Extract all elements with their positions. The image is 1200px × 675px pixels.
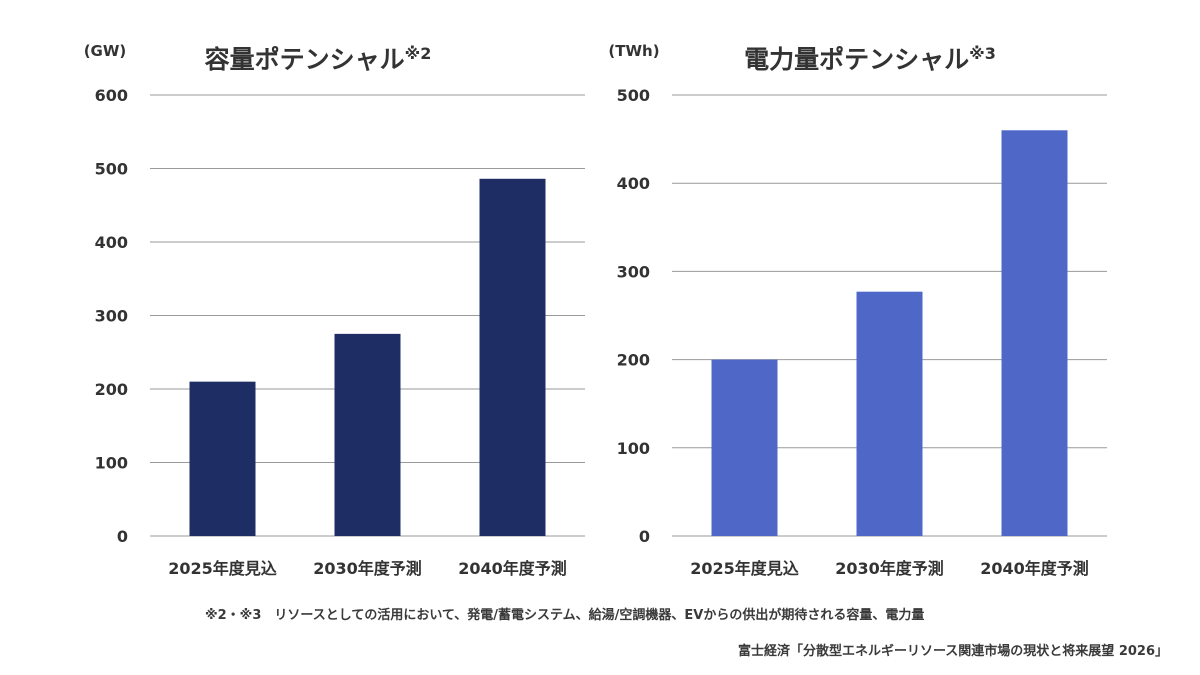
energy-title-note: ※3 — [969, 44, 996, 63]
capacity-title-note: ※2 — [405, 44, 432, 63]
energy-y-tick-label: 100 — [617, 439, 650, 458]
energy-title-main: 電力量ポテンシャル — [744, 45, 969, 74]
capacity-bar — [479, 178, 546, 537]
capacity-y-tick-label: 100 — [95, 454, 128, 473]
footnote-text: ※2・※3 リソースとしての活用において、発電/蓄電システム、給湯/空調機器、E… — [205, 608, 925, 623]
energy-bar — [711, 359, 778, 536]
energy-y-tick-label: 500 — [617, 86, 650, 105]
energy-y-tick-label: 200 — [617, 351, 650, 370]
energy-y-tick-label: 400 — [617, 174, 650, 193]
capacity-y-tick-label: 400 — [95, 233, 128, 252]
energy-bar — [856, 291, 923, 536]
capacity-y-tick-label: 500 — [95, 160, 128, 179]
capacity-unit-label: (GW) — [84, 42, 127, 60]
source-citation: 富士経済「分散型エネルギーリソース関連市場の現状と将来展望 2026」 — [737, 644, 1168, 659]
capacity-y-tick-label: 0 — [117, 527, 128, 546]
energy-bars — [711, 130, 1068, 536]
capacity-chart-title: 容量ポテンシャル※2 — [205, 44, 432, 74]
capacity-x-label: 2030年度予測 — [313, 559, 422, 578]
energy-chart: (TWh) 電力量ポテンシャル※3 0 100 200 300 400 500 2025年… — [608, 42, 1107, 578]
capacity-title-main: 容量ポテンシャル — [205, 45, 405, 74]
capacity-bar — [189, 381, 256, 536]
capacity-x-label: 2040年度予測 — [458, 559, 567, 578]
energy-x-labels: 2025年度見込 2030年度予測 2040年度予測 — [690, 559, 1089, 578]
capacity-x-label: 2025年度見込 — [168, 559, 277, 578]
capacity-bars — [189, 178, 546, 537]
capacity-y-tick-label: 200 — [95, 380, 128, 399]
energy-x-label: 2030年度予測 — [835, 559, 944, 578]
energy-x-label: 2040年度予測 — [980, 559, 1089, 578]
energy-y-ticks: 0 100 200 300 400 500 — [617, 86, 650, 546]
energy-chart-title: 電力量ポテンシャル※3 — [744, 44, 996, 74]
energy-y-tick-label: 0 — [639, 527, 650, 546]
capacity-bar — [334, 333, 401, 536]
energy-unit-label: (TWh) — [608, 42, 659, 60]
energy-bar — [1001, 130, 1068, 536]
capacity-y-tick-label: 300 — [95, 307, 128, 326]
capacity-y-tick-label: 600 — [95, 86, 128, 105]
energy-y-tick-label: 300 — [617, 262, 650, 281]
capacity-x-labels: 2025年度見込 2030年度予測 2040年度予測 — [168, 559, 567, 578]
capacity-y-ticks: 0 100 200 300 400 500 600 — [95, 86, 128, 546]
energy-x-label: 2025年度見込 — [690, 559, 799, 578]
capacity-chart: (GW) 容量ポテンシャル※2 0 100 200 300 400 500 600 2025… — [84, 42, 585, 578]
